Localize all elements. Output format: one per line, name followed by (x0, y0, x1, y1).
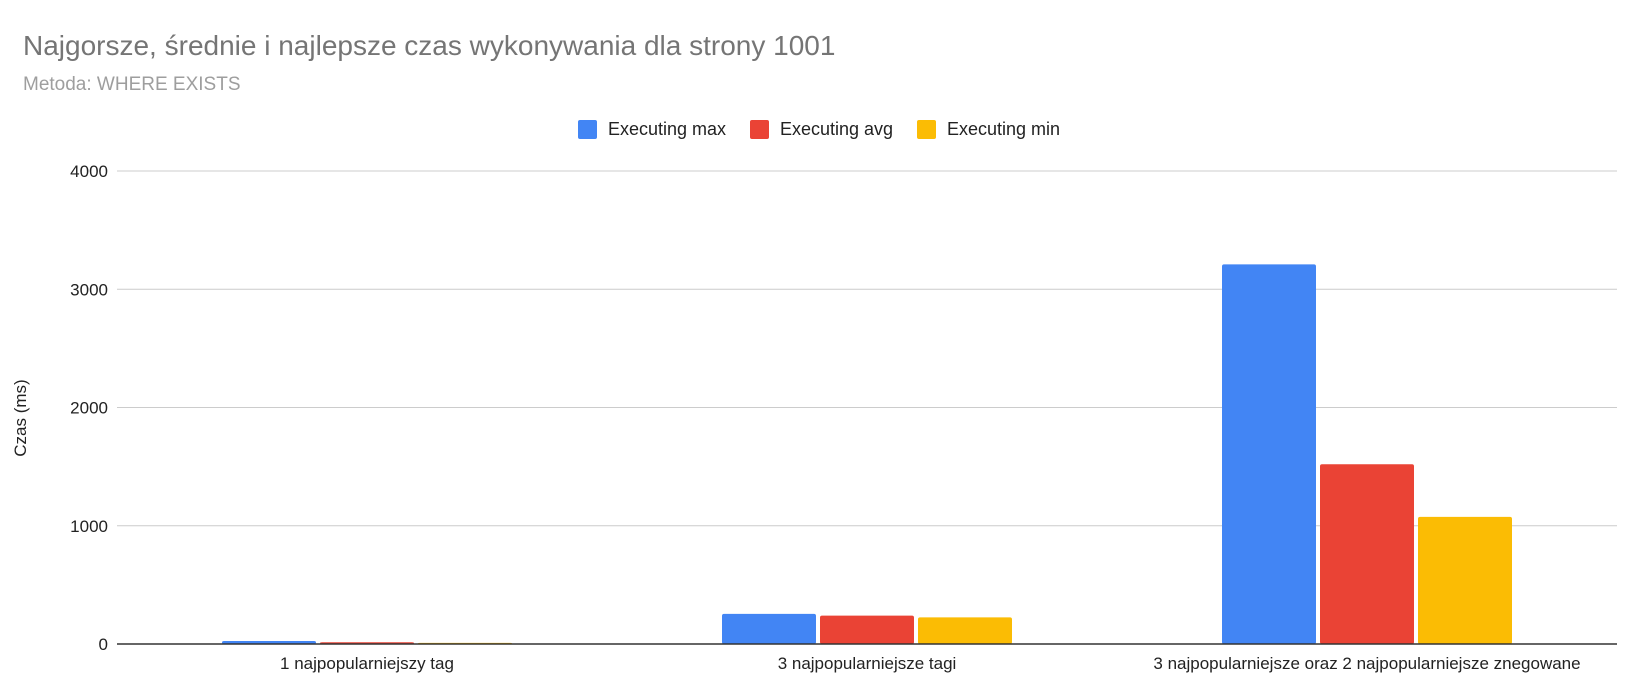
bar-max-2 (722, 613, 816, 644)
bar-max-3 (1222, 264, 1316, 644)
chart-subtitle: Metoda: WHERE EXISTS (23, 74, 241, 95)
y-tick-label-4000: 4000 (70, 162, 108, 181)
bar-min-3 (1418, 516, 1512, 644)
x-tick-label-2: 3 najpopularniejsze tagi (778, 654, 957, 673)
x-tick-label-3: 3 najpopularniejsze oraz 2 najpopularnie… (1153, 654, 1580, 673)
y-tick-label-0: 0 (99, 635, 108, 654)
y-tick-label-1000: 1000 (70, 517, 108, 536)
bar-avg-3 (1320, 464, 1414, 644)
legend-item-max[interactable]: Executing max (578, 119, 726, 140)
y-tick-label-2000: 2000 (70, 399, 108, 418)
legend-item-avg[interactable]: Executing avg (750, 119, 893, 140)
legend-label-min: Executing min (947, 119, 1061, 139)
legend: Executing max Executing avg Executing mi… (0, 119, 1635, 143)
legend-swatch-avg (750, 120, 769, 139)
legend-item-min[interactable]: Executing min (917, 119, 1060, 140)
chart-title: Najgorsze, średnie i najlepsze czas wyko… (23, 30, 836, 61)
bar-min-2 (918, 617, 1012, 644)
x-tick-label-1: 1 najpopularniejszy tag (280, 654, 454, 673)
legend-swatch-max (578, 120, 597, 139)
legend-swatch-min (917, 120, 936, 139)
legend-label-avg: Executing avg (780, 119, 894, 139)
bar-avg-2 (820, 615, 914, 644)
legend-label-max: Executing max (608, 119, 727, 139)
y-tick-label-3000: 3000 (70, 280, 108, 299)
